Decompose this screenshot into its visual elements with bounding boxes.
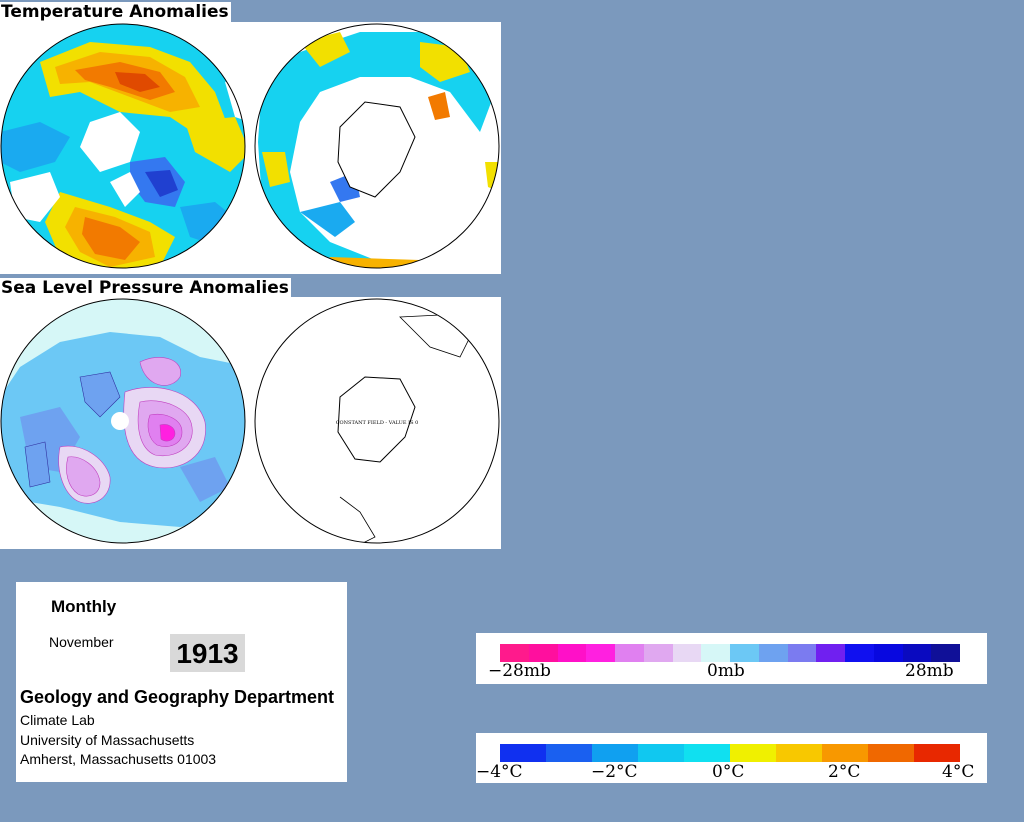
lab-name: Climate Lab xyxy=(20,712,95,728)
pressure-swatch-11 xyxy=(816,644,845,662)
pressure-swatch-9 xyxy=(758,644,788,662)
year-label: 1913 xyxy=(170,634,245,672)
pressure-swatch-15 xyxy=(931,644,960,662)
pressure-swatch-6 xyxy=(672,644,702,662)
info-box: Monthly November 1913 Geology and Geogra… xyxy=(16,582,347,782)
pressure-swatch-4 xyxy=(615,644,644,662)
temperature-north-map xyxy=(1,24,245,268)
pressure-panel: CONSTANT FIELD - VALUE IS 0 xyxy=(0,297,501,549)
temperature-swatch-4 xyxy=(684,744,730,762)
temperature-legend-label-2: 2°C xyxy=(828,762,861,782)
pressure-legend-label-max: 28mb xyxy=(905,661,954,681)
temperature-legend-label-4: 4°C xyxy=(942,762,975,782)
pressure-swatch-8 xyxy=(730,644,759,662)
temperature-swatch-3 xyxy=(638,744,684,762)
pressure-legend-label-min: −28mb xyxy=(488,661,551,681)
temperature-swatch-6 xyxy=(776,744,822,762)
temperature-south-map xyxy=(255,24,499,268)
pressure-swatch-13 xyxy=(873,644,903,662)
pressure-legend: −28mb 0mb 28mb xyxy=(476,633,987,684)
pressure-south-map xyxy=(255,299,499,543)
pressure-north-map xyxy=(1,299,245,543)
temperature-swatch-7 xyxy=(822,744,868,762)
department-name: Geology and Geography Department xyxy=(20,687,335,707)
temperature-panel xyxy=(0,22,501,274)
temperature-legend-label-minus2: −2°C xyxy=(591,762,638,782)
address: Amherst, Massachusetts 01003 xyxy=(20,751,217,767)
pressure-title: Sea Level Pressure Anomalies xyxy=(0,278,291,298)
pressure-swatch-5 xyxy=(643,644,673,662)
temperature-swatch-2 xyxy=(592,744,638,762)
temperature-legend-label-0: 0°C xyxy=(712,762,745,782)
pressure-swatch-2 xyxy=(557,644,587,662)
temperature-swatch-1 xyxy=(546,744,592,762)
temperature-swatch-9 xyxy=(914,744,960,762)
period-label: Monthly xyxy=(51,597,117,616)
temperature-title: Temperature Anomalies xyxy=(0,2,231,22)
pressure-colorbar xyxy=(500,644,960,662)
pressure-swatch-7 xyxy=(701,644,730,662)
pressure-swatch-0 xyxy=(500,644,529,662)
pressure-swatch-3 xyxy=(586,644,615,662)
temperature-colorbar xyxy=(500,744,960,762)
pressure-legend-label-mid: 0mb xyxy=(707,661,745,681)
temperature-legend: −4°C −2°C 0°C 2°C 4°C xyxy=(476,733,987,783)
pressure-swatch-1 xyxy=(528,644,558,662)
constant-field-note: CONSTANT FIELD - VALUE IS 0 xyxy=(336,420,419,426)
temperature-swatch-0 xyxy=(500,744,546,762)
pressure-swatch-12 xyxy=(845,644,874,662)
university-name: University of Massachusetts xyxy=(20,732,195,748)
temperature-swatch-5 xyxy=(730,744,776,762)
pressure-swatch-14 xyxy=(902,644,932,662)
month-label: November xyxy=(49,634,114,650)
temperature-legend-label-minus4: −4°C xyxy=(476,762,523,782)
pressure-swatch-10 xyxy=(787,644,817,662)
temperature-swatch-8 xyxy=(868,744,914,762)
